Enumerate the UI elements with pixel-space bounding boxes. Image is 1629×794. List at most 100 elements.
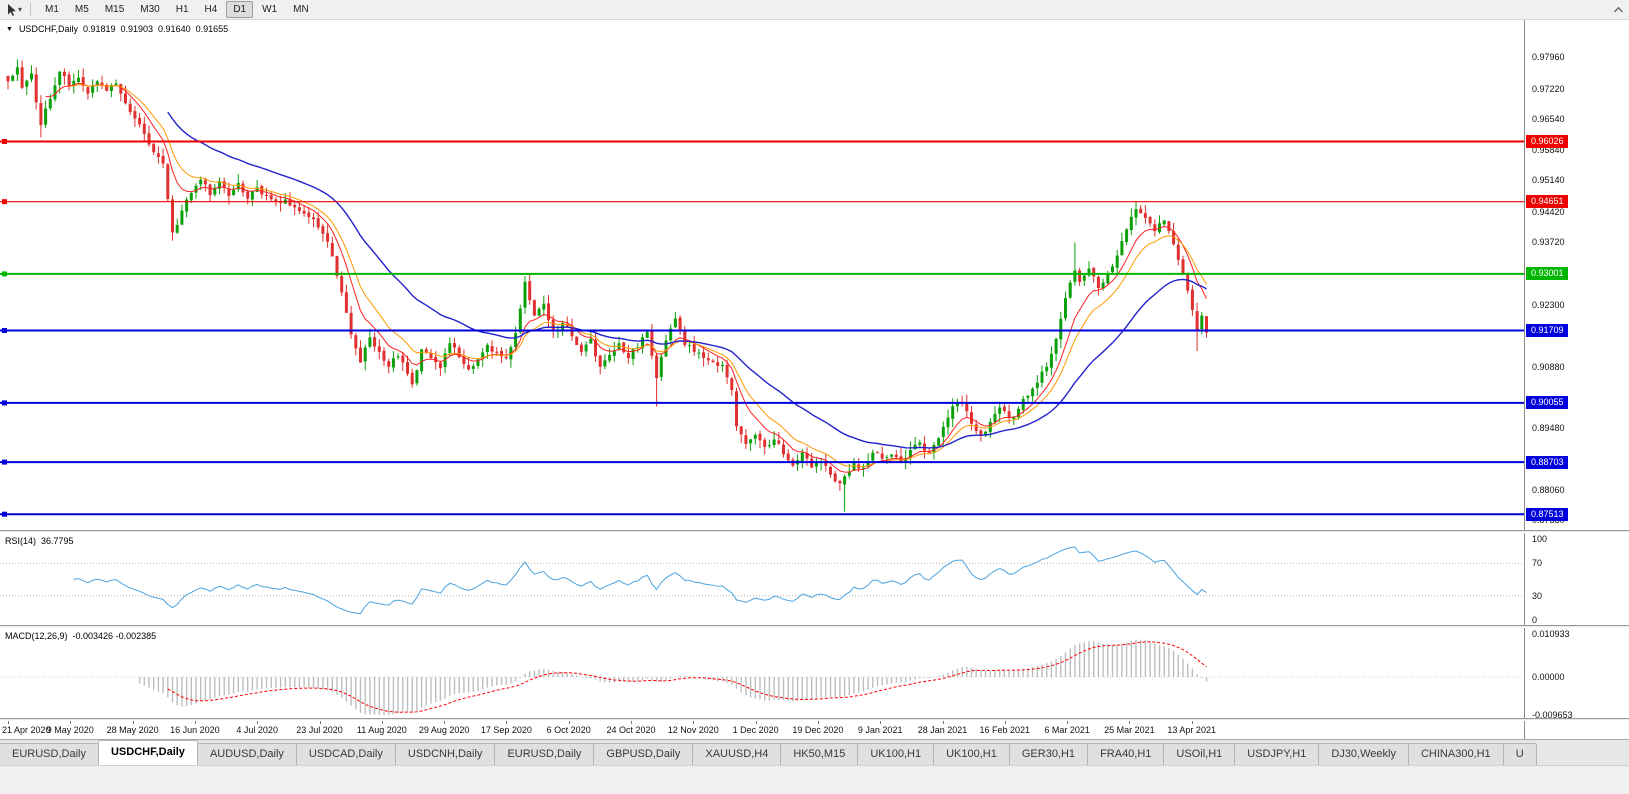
timeframe-button-m30[interactable]: M30 (140, 4, 160, 15)
chart-tab-dj30-weekly[interactable]: DJ30,Weekly (1318, 743, 1409, 765)
chart-tab-gbpusd-daily[interactable]: GBPUSD,Daily (593, 743, 694, 765)
date-tick-mark (1067, 721, 1069, 724)
chart-tab-fra40-h1[interactable]: FRA40,H1 (1087, 743, 1165, 765)
date-axis-label: 4 Jul 2020 (236, 725, 278, 735)
one-click-trading-icon[interactable]: ▼ (6, 25, 13, 33)
price-axis-label: 0.95840 (1532, 144, 1565, 155)
chart-tab-hk50-m15[interactable]: HK50,M15 (780, 743, 859, 765)
hline-handle[interactable] (2, 271, 7, 277)
date-tick-mark (1004, 721, 1006, 724)
top-toolbar: ▾ M1 M5 M15 M30 H1 H4 D1 W1 MN (0, 0, 1629, 20)
hline-price-tag: 0.90055 (1526, 396, 1568, 410)
rsi-value: 36.7795 (41, 536, 74, 546)
cursor-tool-icon[interactable] (4, 2, 18, 18)
hline-handle[interactable] (2, 459, 7, 465)
chart-tab-uk100-h1[interactable]: UK100,H1 (857, 743, 935, 765)
chart-tabs: EURUSD,Daily USDCHF,Daily AUDUSD,Daily USDC… (0, 739, 1629, 765)
macd-axis-label: -0.009653 (1532, 710, 1573, 720)
date-axis-label: 28 May 2020 (106, 725, 159, 735)
date-axis-label: 1 Dec 2020 (732, 725, 779, 735)
date-tick-mark (631, 721, 632, 724)
hline-handle[interactable] (2, 199, 7, 205)
chart-window[interactable]: ▼ USDCHF,Daily 0.91819 0.91903 0.91640 0… (0, 20, 1629, 739)
cursor-tool-dropdown-caret[interactable]: ▾ (18, 4, 23, 14)
date-axis-label: 24 Oct 2020 (606, 725, 656, 735)
macd-axis-label: 0.010933 (1532, 629, 1570, 639)
main-price-canvas[interactable] (0, 20, 1524, 531)
ohlc-low: 0.91640 (158, 24, 191, 34)
chart-tab-usdchf-daily[interactable]: USDCHF,Daily (97, 740, 198, 765)
chart-symbol-period: USDCHF,Daily (18, 24, 78, 34)
date-axis-label: 9 Jan 2021 (857, 725, 903, 735)
chart-tab-usdcnh-daily[interactable]: USDCNH,Daily (394, 743, 496, 765)
date-tick-mark (194, 721, 196, 724)
date-axis-label: 13 Apr 2021 (1167, 725, 1216, 735)
macd-histogram (138, 639, 1208, 716)
chart-tab-usdjpy-h1[interactable]: USDJPY,H1 (1234, 743, 1320, 765)
date-tick-mark (132, 721, 134, 724)
hline-handle[interactable] (2, 139, 7, 144)
timeframe-button-h4[interactable]: H4 (204, 4, 218, 15)
chart-tab-u[interactable]: U (1502, 743, 1537, 765)
price-axis[interactable]: 0.97960 0.97220 0.96540 0.95840 0.95140 0.944… (1524, 20, 1629, 739)
hline-handle[interactable] (2, 511, 7, 517)
date-axis-label: 23 Jul 2020 (296, 725, 343, 735)
panel-divider[interactable] (0, 625, 1629, 628)
chart-tab-uk100-h1[interactable]: UK100,H1 (933, 743, 1010, 765)
price-axis-label: 0.97960 (1532, 51, 1565, 62)
timeframe-button-w1[interactable]: W1 (262, 4, 278, 15)
price-axis-label: 0.95140 (1532, 175, 1565, 186)
timeframe-button-h1[interactable]: H1 (175, 4, 189, 15)
date-axis-label: 29 Aug 2020 (418, 725, 470, 735)
price-axis-label: 0.96540 (1532, 113, 1565, 124)
status-bar (0, 765, 1629, 794)
timeframe-button-m1[interactable]: M1 (45, 4, 59, 15)
rsi-axis-label: 0 (1532, 615, 1538, 625)
chart-tab-usdcad-daily[interactable]: USDCAD,Daily (295, 743, 396, 765)
chart-tab-ger30-h1[interactable]: GER30,H1 (1008, 743, 1089, 765)
hline-price-tag: 0.87513 (1526, 507, 1568, 521)
timeframe-button-mn[interactable]: MN (293, 4, 309, 15)
chart-tab-eurusd-daily[interactable]: EURUSD,Daily (0, 743, 99, 765)
hline-price-tag: 0.96026 (1526, 134, 1568, 148)
chart-tab-eurusd-daily[interactable]: EURUSD,Daily (494, 743, 595, 765)
date-tick-mark (568, 721, 570, 724)
timeframe-button-m5[interactable]: M5 (74, 4, 89, 15)
mid-ma-line (69, 84, 1207, 467)
timeframe-button-m15[interactable]: M15 (104, 4, 125, 15)
macd-canvas[interactable] (0, 628, 1524, 721)
horizontal-level-lines[interactable] (0, 139, 1524, 517)
chart-title: ▼ USDCHF,Daily 0.91819 0.91903 0.91640 0… (6, 24, 228, 34)
date-axis-label: 28 Jan 2021 (917, 725, 968, 735)
price-axis-label: 0.88060 (1532, 485, 1565, 496)
date-axis-label: 6 Oct 2020 (546, 725, 591, 735)
date-tick-mark (257, 721, 259, 724)
date-tick-mark (70, 721, 72, 724)
time-axis[interactable]: 21 Apr 2020 9 May 2020 28 May 2020 16 Jun 2… (0, 721, 1524, 739)
panel-divider[interactable] (0, 530, 1629, 533)
macd-axis-label: 0.00000 (1532, 672, 1565, 683)
macd-values: -0.003426 -0.002385 (72, 631, 157, 641)
panel-divider (0, 718, 1629, 721)
chart-tab-usoil-h1[interactable]: USOil,H1 (1163, 743, 1236, 765)
rsi-axis-label: 70 (1532, 558, 1543, 569)
timeframe-button-d1[interactable]: D1 (226, 1, 254, 18)
rsi-canvas[interactable] (0, 533, 1524, 626)
date-axis-label: 25 Mar 2021 (1104, 725, 1155, 735)
price-axis-label: 0.97220 (1532, 84, 1565, 95)
hline-price-tag: 0.93001 (1526, 267, 1568, 281)
date-axis-label: 9 May 2020 (46, 725, 94, 735)
price-axis-label: 0.93720 (1532, 237, 1565, 248)
hline-handle[interactable] (2, 328, 7, 333)
date-axis-label: 21 Apr 2020 (2, 725, 51, 735)
price-axis-label: 0.92300 (1532, 299, 1565, 310)
chart-tab-audusd-daily[interactable]: AUDUSD,Daily (196, 743, 297, 765)
hline-handle[interactable] (2, 400, 7, 406)
date-tick-mark (1129, 721, 1131, 724)
toolbar-collapse-icon[interactable] (1611, 2, 1625, 18)
chart-tab-china300-h1[interactable]: CHINA300,H1 (1407, 743, 1504, 765)
chart-tab-xauusd-h4[interactable]: XAUUSD,H4 (692, 743, 782, 765)
rsi-indicator-label: RSI(14) 36.7795 (5, 536, 74, 546)
date-tick-mark (942, 721, 944, 724)
date-tick-mark (817, 721, 819, 724)
